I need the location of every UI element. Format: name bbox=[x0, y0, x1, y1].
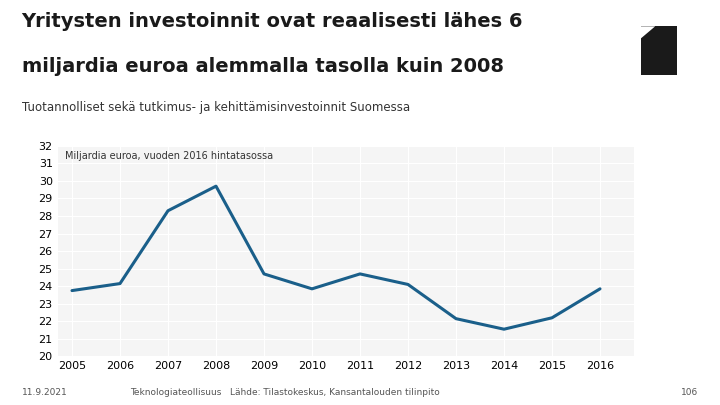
Text: Tuotannolliset sekä tutkimus- ja kehittämisinvestoinnit Suomessa: Tuotannolliset sekä tutkimus- ja kehittä… bbox=[22, 101, 410, 114]
Polygon shape bbox=[641, 20, 655, 26]
FancyBboxPatch shape bbox=[641, 26, 677, 75]
Text: Miljardia euroa, vuoden 2016 hintatasossa: Miljardia euroa, vuoden 2016 hintatasoss… bbox=[65, 151, 273, 161]
Text: miljardia euroa alemmalla tasolla kuin 2008: miljardia euroa alemmalla tasolla kuin 2… bbox=[22, 57, 503, 76]
Text: 106: 106 bbox=[681, 388, 698, 397]
Text: Yritysten investoinnit ovat reaalisesti lähes 6: Yritysten investoinnit ovat reaalisesti … bbox=[22, 12, 523, 31]
Text: Lähde: Tilastokeskus, Kansantalouden tilinpito: Lähde: Tilastokeskus, Kansantalouden til… bbox=[230, 388, 440, 397]
Polygon shape bbox=[641, 26, 655, 38]
Text: 11.9.2021: 11.9.2021 bbox=[22, 388, 68, 397]
Text: Teknologiateollisuus: Teknologiateollisuus bbox=[130, 388, 221, 397]
